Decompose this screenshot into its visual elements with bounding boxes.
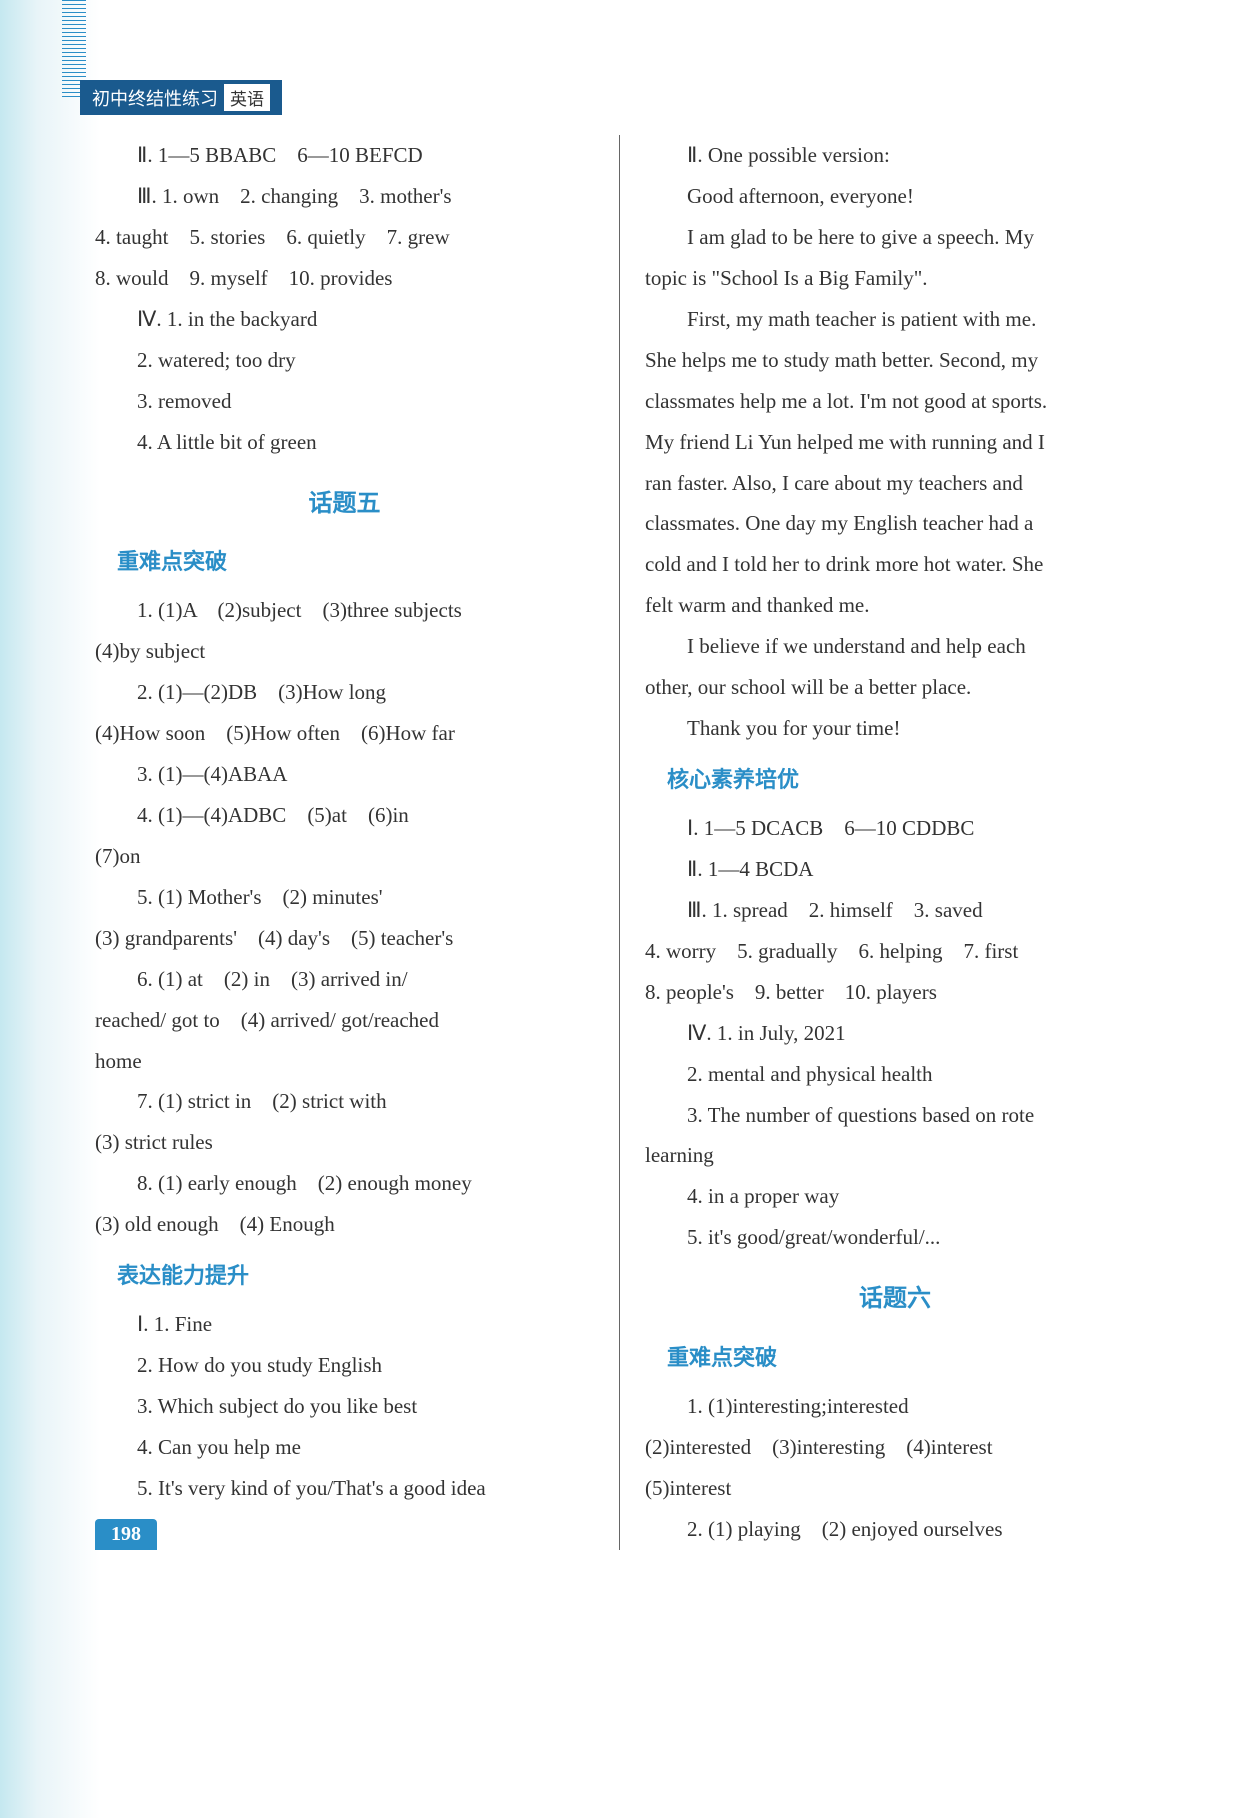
text-line: Good afternoon, everyone! (645, 176, 1145, 217)
text-line: 6. (1) at (2) in (3) arrived in/ (95, 959, 594, 1000)
text-line: home (95, 1041, 594, 1082)
text-line: 5. (1) Mother's (2) minutes' (95, 877, 594, 918)
text-line: 4. A little bit of green (95, 422, 594, 463)
text-line: I believe if we understand and help each (645, 626, 1145, 667)
text-line: cold and I told her to drink more hot wa… (645, 544, 1145, 585)
text-line: Ⅱ. One possible version: (645, 135, 1145, 176)
right-block-2: Ⅰ. 1—5 DCACB 6—10 CDDBCⅡ. 1—4 BCDAⅢ. 1. … (645, 808, 1145, 1258)
text-line: 8. (1) early enough (2) enough money (95, 1163, 594, 1204)
text-line: Ⅳ. 1. in July, 2021 (645, 1013, 1145, 1054)
text-line: topic is "School Is a Big Family". (645, 258, 1145, 299)
text-line: Ⅰ. 1. Fine (95, 1304, 594, 1345)
text-line: felt warm and thanked me. (645, 585, 1145, 626)
text-line: 8. would 9. myself 10. provides (95, 258, 594, 299)
text-line: 8. people's 9. better 10. players (645, 972, 1145, 1013)
text-line: 5. It's very kind of you/That's a good i… (95, 1468, 594, 1509)
text-line: 2. How do you study English (95, 1345, 594, 1386)
text-line: 5. it's good/great/wonderful/... (645, 1217, 1145, 1258)
text-line: (4)How soon (5)How often (6)How far (95, 713, 594, 754)
text-line: 3. removed (95, 381, 594, 422)
text-line: 4. worry 5. gradually 6. helping 7. firs… (645, 931, 1145, 972)
right-block-1: Ⅱ. One possible version:Good afternoon, … (645, 135, 1145, 749)
text-line: 1. (1)A (2)subject (3)three subjects (95, 590, 594, 631)
text-line: (5)interest (645, 1468, 1145, 1509)
text-line: (3) strict rules (95, 1122, 594, 1163)
text-line: learning (645, 1135, 1145, 1176)
text-line: 3. (1)—(4)ABAA (95, 754, 594, 795)
header-title: 初中终结性练习 (92, 85, 218, 111)
left-column: Ⅱ. 1—5 BBABC 6—10 BEFCDⅢ. 1. own 2. chan… (95, 135, 620, 1550)
subsection-difficult-points: 重难点突破 (95, 541, 594, 584)
subsection-expression: 表达能力提升 (95, 1255, 594, 1298)
text-line: First, my math teacher is patient with m… (645, 299, 1145, 340)
text-line: reached/ got to (4) arrived/ got/reached (95, 1000, 594, 1041)
text-line: 2. (1) playing (2) enjoyed ourselves (645, 1509, 1145, 1550)
text-line: (4)by subject (95, 631, 594, 672)
text-line: 2. (1)—(2)DB (3)How long (95, 672, 594, 713)
page-number: 198 (95, 1519, 157, 1550)
subsection-difficult-points-6: 重难点突破 (645, 1337, 1145, 1380)
text-line: Ⅲ. 1. own 2. changing 3. mother's (95, 176, 594, 217)
text-line: (2)interested (3)interesting (4)interest (645, 1427, 1145, 1468)
subsection-core-literacy: 核心素养培优 (645, 759, 1145, 802)
text-line: Thank you for your time! (645, 708, 1145, 749)
text-line: classmates. One day my English teacher h… (645, 503, 1145, 544)
text-line: Ⅱ. 1—5 BBABC 6—10 BEFCD (95, 135, 594, 176)
text-line: 4. taught 5. stories 6. quietly 7. grew (95, 217, 594, 258)
text-line: Ⅱ. 1—4 BCDA (645, 849, 1145, 890)
left-block-2: 1. (1)A (2)subject (3)three subjects(4)b… (95, 590, 594, 1245)
left-block-3: Ⅰ. 1. Fine2. How do you study English3. … (95, 1304, 594, 1509)
text-line: 3. The number of questions based on rote (645, 1095, 1145, 1136)
page-container: 初中终结性练习 英语 Ⅱ. 1—5 BBABC 6—10 BEFCDⅢ. 1. … (0, 0, 1250, 1590)
text-line: Ⅲ. 1. spread 2. himself 3. saved (645, 890, 1145, 931)
text-line: (3) grandparents' (4) day's (5) teacher'… (95, 918, 594, 959)
section-title-5: 话题五 (95, 481, 594, 528)
text-line: Ⅰ. 1—5 DCACB 6—10 CDDBC (645, 808, 1145, 849)
text-line: My friend Li Yun helped me with running … (645, 422, 1145, 463)
text-line: (7)on (95, 836, 594, 877)
text-line: 4. in a proper way (645, 1176, 1145, 1217)
text-line: 2. watered; too dry (95, 340, 594, 381)
right-block-3: 1. (1)interesting;interested(2)intereste… (645, 1386, 1145, 1550)
text-line: other, our school will be a better place… (645, 667, 1145, 708)
text-line: classmates help me a lot. I'm not good a… (645, 381, 1145, 422)
text-line: 7. (1) strict in (2) strict with (95, 1081, 594, 1122)
right-column: Ⅱ. One possible version:Good afternoon, … (620, 135, 1145, 1550)
content-columns: Ⅱ. 1—5 BBABC 6—10 BEFCDⅢ. 1. own 2. chan… (95, 135, 1190, 1550)
header-subject: 英语 (224, 84, 270, 111)
text-line: 4. Can you help me (95, 1427, 594, 1468)
section-title-6: 话题六 (645, 1276, 1145, 1323)
text-line: She helps me to study math better. Secon… (645, 340, 1145, 381)
text-line: 3. Which subject do you like best (95, 1386, 594, 1427)
text-line: Ⅳ. 1. in the backyard (95, 299, 594, 340)
text-line: 4. (1)—(4)ADBC (5)at (6)in (95, 795, 594, 836)
text-line: ran faster. Also, I care about my teache… (645, 463, 1145, 504)
text-line: 2. mental and physical health (645, 1054, 1145, 1095)
text-line: 1. (1)interesting;interested (645, 1386, 1145, 1427)
text-line: (3) old enough (4) Enough (95, 1204, 594, 1245)
left-block-1: Ⅱ. 1—5 BBABC 6—10 BEFCDⅢ. 1. own 2. chan… (95, 135, 594, 463)
text-line: I am glad to be here to give a speech. M… (645, 217, 1145, 258)
header-bar: 初中终结性练习 英语 (80, 80, 282, 115)
